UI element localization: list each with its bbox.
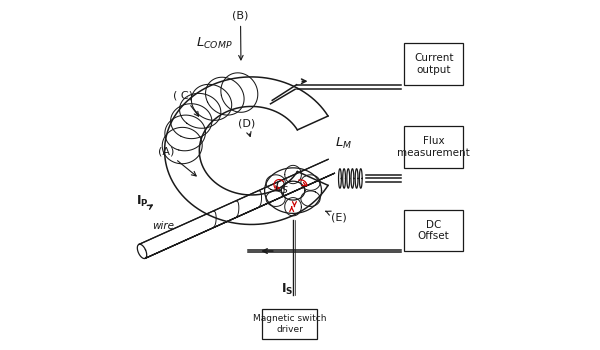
- Text: $L_{COMP}$: $L_{COMP}$: [196, 36, 233, 51]
- Text: wire: wire: [152, 221, 175, 231]
- Text: (B): (B): [232, 11, 248, 60]
- Text: $\mathbf{I_S}$: $\mathbf{I_S}$: [281, 282, 294, 297]
- FancyBboxPatch shape: [262, 309, 317, 339]
- Text: Flux
measurement: Flux measurement: [397, 136, 470, 158]
- Text: $L_S$: $L_S$: [274, 181, 289, 196]
- FancyBboxPatch shape: [404, 43, 463, 85]
- Text: (E): (E): [326, 211, 347, 222]
- Text: ( C): ( C): [173, 91, 199, 116]
- Text: DC
Offset: DC Offset: [418, 220, 449, 242]
- Text: Current
output: Current output: [414, 53, 454, 75]
- FancyBboxPatch shape: [404, 210, 463, 251]
- Text: (A): (A): [158, 146, 196, 176]
- Text: Magnetic switch
driver: Magnetic switch driver: [253, 314, 326, 334]
- Text: (D): (D): [238, 118, 255, 136]
- Text: $L_M$: $L_M$: [335, 136, 352, 151]
- Text: $\mathbf{I_P}$: $\mathbf{I_P}$: [136, 194, 149, 209]
- FancyBboxPatch shape: [404, 126, 463, 168]
